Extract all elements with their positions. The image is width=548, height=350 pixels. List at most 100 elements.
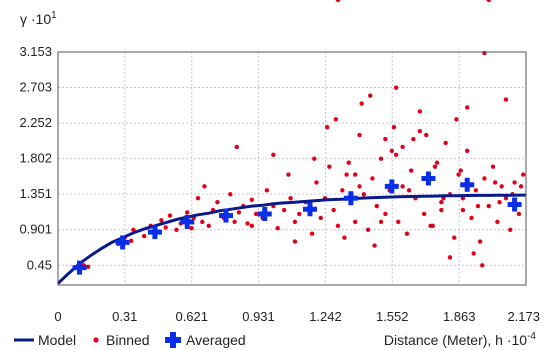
binned-point <box>253 211 259 217</box>
binned-point <box>200 219 205 225</box>
legend-averaged-swatch <box>165 332 181 348</box>
binned-point <box>480 263 485 268</box>
binned-point <box>389 148 395 154</box>
x-tick-label: 1.552 <box>376 309 409 324</box>
binned-point <box>359 101 364 106</box>
binned-point <box>521 172 526 177</box>
binned-point <box>333 117 339 122</box>
binned-point <box>297 211 302 217</box>
x-tick-label: 0.621 <box>175 309 208 324</box>
y-axis-title: γ ·101 <box>20 10 57 27</box>
binned-point <box>454 117 459 122</box>
model-line <box>56 193 526 285</box>
binned-point <box>232 219 237 225</box>
binned-point <box>335 223 341 229</box>
binned-point <box>417 109 423 114</box>
binned-point <box>318 215 323 221</box>
binned-point <box>482 50 487 56</box>
x-tick-label: 2.173 <box>507 309 540 324</box>
binned-point <box>497 199 502 205</box>
averaged-point <box>384 179 399 194</box>
legend-model-label: Model <box>38 332 76 348</box>
y-tick-label: 2.703 <box>19 80 52 95</box>
y-tick-label: 1.351 <box>19 186 52 201</box>
binned-point <box>439 207 444 213</box>
averaged-point <box>147 225 162 240</box>
y-tick-label: 0.901 <box>19 222 52 237</box>
binned-point <box>486 0 491 3</box>
binned-point <box>85 264 91 270</box>
binned-point <box>400 144 405 150</box>
binned-point <box>406 188 412 193</box>
binned-point <box>286 172 291 177</box>
binned-point <box>167 213 173 218</box>
binned-point <box>477 239 483 244</box>
binned-point <box>189 225 194 231</box>
binned-point <box>396 219 401 225</box>
binned-point <box>447 255 453 260</box>
binned-point <box>503 196 509 201</box>
binned-point <box>458 168 463 173</box>
binned-point <box>456 172 461 177</box>
x-axis-title: Distance (Meter), h ·10-4 <box>384 331 537 348</box>
binned-point <box>486 203 491 209</box>
binned-point <box>174 227 179 232</box>
y-tick-label: 1.802 <box>19 151 52 166</box>
binned-point <box>493 180 498 185</box>
binned-point <box>417 128 423 134</box>
binned-point <box>344 172 349 177</box>
x-tick-label: 0.31 <box>112 309 137 324</box>
binned-point <box>275 225 280 231</box>
binned-point <box>374 203 379 209</box>
binned-point <box>421 211 427 217</box>
binned-point <box>365 227 371 232</box>
averaged-point <box>421 171 436 186</box>
binned-point <box>424 132 429 138</box>
binned-point <box>228 192 233 197</box>
binned-point <box>400 184 405 189</box>
binned-point <box>460 196 466 201</box>
binned-point <box>141 233 147 239</box>
averaged-point <box>343 191 358 206</box>
binned-point <box>409 168 414 173</box>
binned-point <box>314 180 319 185</box>
binned-point <box>353 172 358 177</box>
binned-point <box>340 188 345 193</box>
binned-point <box>465 105 470 110</box>
grid <box>58 51 526 285</box>
binned-point <box>465 148 470 154</box>
binned-point <box>383 136 388 142</box>
y-tick-label: 2.252 <box>19 115 52 130</box>
binned-point <box>378 156 384 161</box>
x-tick-label: 1.863 <box>443 309 476 324</box>
binned-point <box>432 164 438 169</box>
binned-point <box>378 219 384 225</box>
binned-point <box>393 85 399 90</box>
binned-point <box>490 164 496 169</box>
binned-point <box>312 156 317 161</box>
binned-point <box>309 231 315 236</box>
binned-point <box>482 176 487 181</box>
binned-point <box>357 184 362 189</box>
binned-point <box>327 164 332 169</box>
binned-point <box>357 132 362 138</box>
binned-point <box>404 231 410 236</box>
binned-point <box>495 219 500 225</box>
binned-point <box>281 207 287 213</box>
averaged-point <box>302 202 317 217</box>
binned-point <box>346 160 351 165</box>
averaged-point <box>115 235 130 250</box>
x-tick-labels: 0 0.31 0.621 0.931 1.242 1.552 1.863 2.173 <box>54 309 540 324</box>
binned-point <box>129 238 134 244</box>
binned-point <box>163 225 168 230</box>
binned-point <box>516 211 522 217</box>
binned-point <box>288 196 293 201</box>
binned-point <box>452 235 457 240</box>
binned-point <box>131 227 136 232</box>
binned-point <box>460 207 466 213</box>
averaged-point <box>180 214 195 229</box>
binned-point <box>249 223 255 229</box>
binned-point <box>372 243 377 248</box>
binned-point <box>428 223 433 229</box>
binned-point <box>368 93 373 98</box>
